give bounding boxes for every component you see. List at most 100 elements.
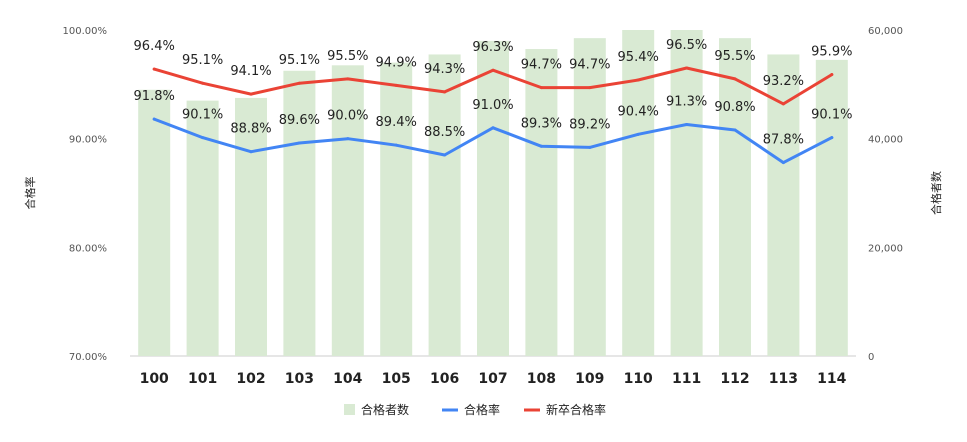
line-point [443,90,447,94]
x-tick-label: 100 [140,371,169,387]
data-label: 95.1% [279,53,320,68]
bar-109 [573,38,606,357]
line-point [152,67,156,71]
line-point [443,153,447,157]
x-tick-label: 114 [817,371,846,387]
data-label: 89.2% [569,117,610,132]
line-point [539,86,543,90]
x-tick-label: 108 [527,371,556,387]
x-tick-label: 102 [236,371,265,387]
data-label: 91.8% [134,89,175,104]
y-right-tick-label: 0 [868,352,874,363]
data-label: 88.8% [230,122,271,137]
data-label: 95.5% [327,49,368,64]
data-label: 88.5% [424,125,465,140]
line-point [685,123,689,127]
data-label: 89.3% [521,116,562,131]
data-label: 95.4% [618,50,659,65]
line-point [733,128,737,132]
x-tick-label: 109 [575,371,604,387]
data-label: 94.9% [376,55,417,70]
line-point [588,86,592,90]
line-point [346,137,350,141]
line-point [781,102,785,106]
line-point [201,136,205,140]
line-point [636,78,640,82]
data-label: 94.7% [569,58,610,73]
x-tick-label: 111 [672,371,701,387]
line-point [491,126,495,130]
y-right-tick-label: 40,000 [868,135,903,146]
x-tick-label: 106 [430,371,459,387]
x-tick-label: 105 [382,371,411,387]
data-label: 89.6% [279,113,320,128]
bar-104 [331,65,364,357]
data-label: 94.1% [230,64,271,79]
y-left-tick-label: 90.00% [69,135,107,146]
data-label: 90.4% [618,104,659,119]
data-label: 94.7% [521,58,562,73]
line-point [152,117,156,121]
bar-111 [670,30,703,356]
line-point [297,141,301,145]
data-label: 96.3% [472,40,513,55]
data-label: 96.5% [666,38,707,53]
data-label: 90.1% [811,108,852,123]
line-point [636,132,640,136]
y-right-tick-label: 60,000 [868,26,903,37]
data-label: 90.1% [182,108,223,123]
data-label: 87.8% [763,133,804,148]
line-point [491,68,495,72]
bar-110 [622,30,655,356]
line-point [346,77,350,81]
x-tick-label: 112 [720,371,749,387]
bar-101 [186,100,219,356]
x-tick-label: 101 [188,371,217,387]
bar-100 [138,89,171,357]
line-point [249,150,253,154]
line-point [588,145,592,149]
line-point [394,143,398,147]
x-tick-label: 104 [333,371,362,387]
y-left-tick-label: 80.00% [69,243,107,254]
y-right-tick-label: 20,000 [868,243,903,254]
bar-105 [380,62,413,356]
line-point [733,77,737,81]
data-label: 89.4% [376,115,417,130]
data-label: 94.3% [424,62,465,77]
x-tick-label: 103 [285,371,314,387]
line-point [201,81,205,85]
line-point [781,161,785,165]
bar-103 [283,70,316,356]
data-label: 95.1% [182,53,223,68]
line-point [297,81,301,85]
data-label: 91.0% [472,98,513,113]
y-left-tick-label: 100.00% [63,26,108,37]
line-point [249,92,253,96]
y-left-tick-label: 70.00% [69,352,107,363]
legend-swatch [344,404,355,415]
line-point [830,73,834,77]
data-label: 95.5% [714,49,755,64]
x-tick-label: 113 [769,371,798,387]
line-point [394,83,398,87]
legend-label: 合格者数 [361,402,409,417]
data-label: 93.2% [763,74,804,89]
bar-107 [477,40,509,356]
line-point [830,136,834,140]
data-label: 91.3% [666,95,707,110]
bar-106 [428,54,461,356]
line-point [685,66,689,70]
legend-label: 新卒合格率 [546,402,606,417]
y-left-axis-title: 合格率 [23,177,37,210]
bar-102 [235,97,267,357]
x-tick-label: 110 [624,371,653,387]
bar-112 [719,38,751,357]
data-label: 90.0% [327,109,368,124]
data-label: 95.9% [811,45,852,60]
y-right-axis-title: 合格者数 [929,171,943,215]
bar-114 [815,59,848,357]
line-point [539,144,543,148]
